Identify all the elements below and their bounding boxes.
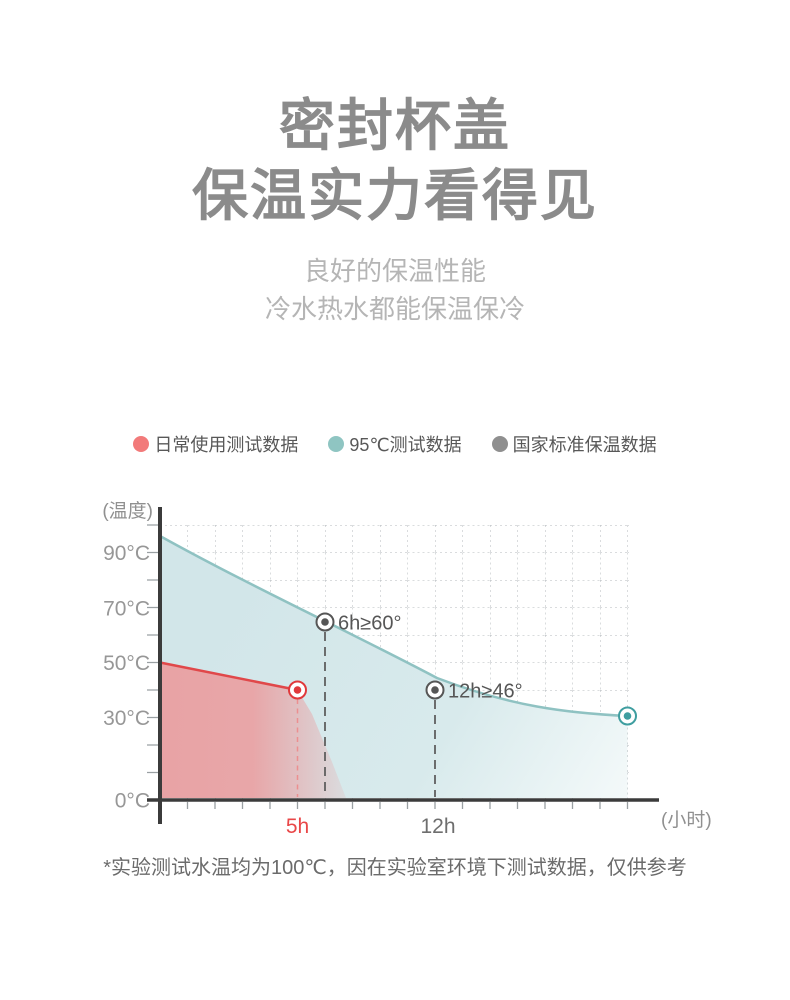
- x-tick-5h: 5h: [286, 815, 309, 838]
- page-title: 密封杯盖 保温实力看得见: [0, 92, 790, 232]
- point-5h-daily: [288, 680, 307, 700]
- legend-dot-red-icon: [133, 436, 150, 452]
- line-daily-series: [159, 661, 298, 692]
- line-95c-series: [159, 534, 628, 718]
- legend-label-national-standard: 国家标准保温数据: [512, 435, 657, 455]
- page-subtitle: 良好的保温性能 冷水热水都能保温保冷: [0, 252, 790, 328]
- y-axis-ticks: [147, 524, 158, 774]
- legend-label-95c-test: 95℃测试数据: [349, 435, 462, 455]
- legend-dot-teal-icon: [328, 436, 345, 452]
- legend-item-95c-test: 95℃测试数据: [328, 431, 462, 457]
- legend-label-daily-test: 日常使用测试数据: [154, 435, 299, 455]
- y-tick-30: 30°C: [103, 707, 150, 730]
- y-tick-90: 90°C: [103, 542, 150, 565]
- subtitle-line-1: 良好的保温性能: [303, 256, 486, 286]
- point-12h-standard: [425, 680, 445, 700]
- title-line-2: 保温实力看得见: [192, 166, 598, 228]
- annotation-12h: 12h≥46°: [448, 681, 523, 703]
- annotation-6h: 6h≥60°: [338, 613, 401, 635]
- legend-item-daily-test: 日常使用测试数据: [133, 431, 298, 457]
- y-tick-0: 0°C: [115, 790, 150, 813]
- y-tick-70: 70°C: [103, 598, 150, 621]
- legend-item-national-standard: 国家标准保温数据: [491, 431, 657, 457]
- point-end-95c: [618, 706, 637, 726]
- x-axis-ticks: [186, 802, 629, 809]
- y-tick-50: 50°C: [103, 652, 150, 675]
- y-axis-title: (温度): [102, 500, 153, 522]
- legend-dot-gray-icon: [491, 436, 508, 452]
- x-tick-12h: 12h: [420, 815, 455, 838]
- footnote: *实验测试水温均为100℃，因在实验室环境下测试数据，仅供参考: [103, 857, 687, 879]
- x-axis-title: (小时): [661, 809, 712, 831]
- chart-legend: 日常使用测试数据 95℃测试数据 国家标准保温数据: [0, 431, 790, 457]
- point-6h-standard: [315, 612, 335, 632]
- title-line-1: 密封杯盖: [279, 96, 511, 158]
- subtitle-line-2: 冷水热水都能保温保冷: [264, 294, 525, 324]
